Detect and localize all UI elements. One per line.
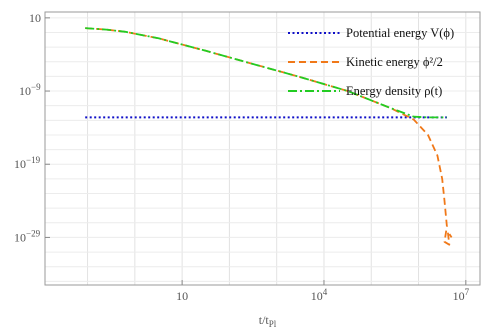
- series-line-3: [85, 27, 447, 119]
- series-group: [85, 27, 453, 246]
- grid: [45, 12, 480, 285]
- legend: Potential energy V(ϕ) Kinetic energy ϕ²/2…: [288, 26, 454, 98]
- series-line-2: [85, 27, 453, 246]
- legend-label-3: Energy density ρ(t): [346, 84, 442, 98]
- plot-frame: [44, 11, 481, 286]
- x-tick-label: 10: [176, 289, 188, 303]
- legend-label-2: Kinetic energy ϕ²/2: [346, 55, 443, 69]
- y-tick-label: 10: [29, 11, 41, 25]
- legend-label-1: Potential energy V(ϕ): [346, 26, 454, 40]
